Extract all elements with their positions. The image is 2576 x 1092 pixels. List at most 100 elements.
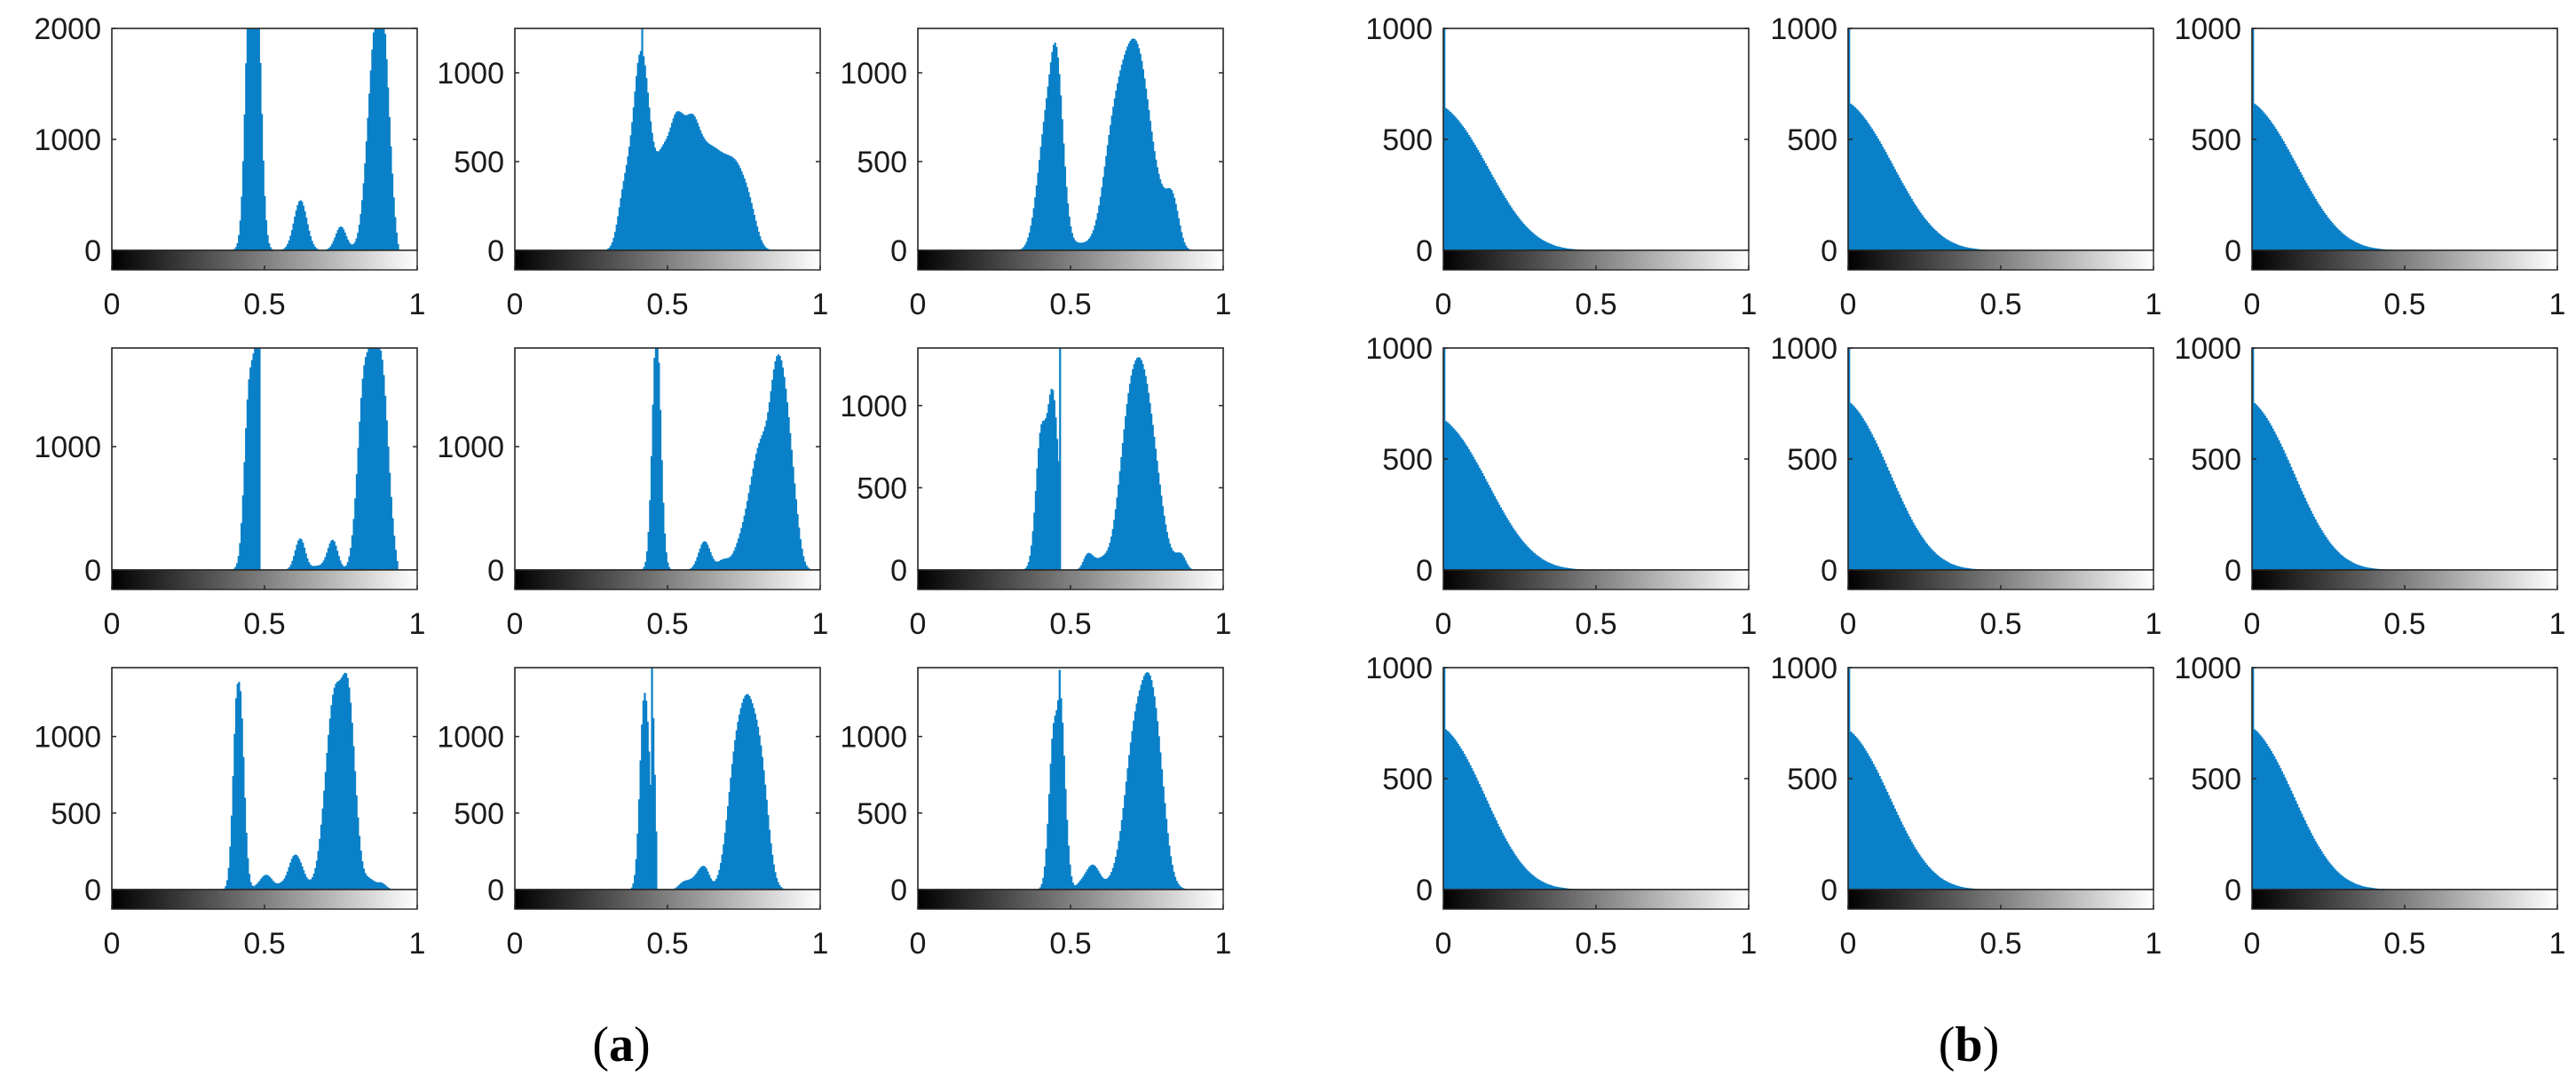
- y-tick-label: 0: [1416, 874, 1433, 907]
- histogram-bar: [1486, 800, 1489, 890]
- histogram-bar: [1881, 146, 1885, 250]
- histogram-bar: [679, 883, 682, 890]
- histogram-bar: [281, 880, 285, 890]
- histogram-bar: [727, 558, 730, 570]
- histogram-bar: [310, 879, 312, 890]
- histogram-bar: [1559, 247, 1562, 250]
- histogram-bar: [691, 566, 694, 570]
- histogram-bar: [1469, 137, 1472, 250]
- histogram-bar: [254, 348, 257, 570]
- histogram-bar: [2334, 226, 2337, 250]
- histogram-bar: [247, 858, 249, 890]
- histogram-bar: [1507, 202, 1510, 250]
- histogram-bar: [1102, 554, 1106, 570]
- histogram-bar: [716, 149, 719, 250]
- histogram-bar: [747, 192, 750, 250]
- histogram-bar: [1541, 881, 1544, 890]
- histogram-bar: [1037, 172, 1039, 250]
- histogram-bar: [1508, 523, 1512, 570]
- histogram-bar: [733, 159, 736, 250]
- histogram-bar: [388, 116, 391, 251]
- histogram-bar: [1049, 62, 1052, 250]
- histogram-bar: [741, 521, 745, 570]
- histogram-bar: [1164, 803, 1166, 890]
- histogram-bar: [360, 851, 362, 890]
- histogram-bar: [1891, 477, 1893, 570]
- histogram-bar: [2355, 242, 2359, 250]
- histogram-bar: [1121, 443, 1125, 570]
- histogram-bar: [1531, 874, 1535, 890]
- histogram-bar: [2253, 729, 2256, 890]
- histogram-bar: [1173, 197, 1176, 250]
- histogram-bar: [1541, 240, 1544, 250]
- y-tick-label: 0: [890, 234, 907, 268]
- histogram-bar: [1869, 126, 1872, 250]
- histogram-bar: [2310, 510, 2312, 570]
- histogram-bar: [379, 882, 382, 890]
- histogram-bar: [378, 28, 381, 250]
- histogram-bar: [1127, 43, 1130, 250]
- histogram-bar: [1536, 555, 1539, 570]
- histogram-bar: [297, 201, 301, 251]
- histogram-bar: [1087, 552, 1090, 570]
- histogram-bar: [696, 123, 699, 250]
- histogram-bar: [288, 566, 291, 570]
- histogram-bar: [1563, 567, 1567, 570]
- histogram-bar: [1556, 887, 1559, 890]
- x-tick-label: 1: [2145, 607, 2162, 641]
- histogram-bar: [1031, 218, 1034, 250]
- histogram-bar: [2325, 215, 2327, 250]
- histogram-bar: [324, 557, 327, 570]
- histogram-bar: [1454, 430, 1457, 570]
- histogram-bar: [1123, 429, 1126, 570]
- histogram-bar: [2350, 239, 2352, 250]
- histogram-bar: [265, 220, 268, 251]
- histogram-bar: [1024, 567, 1027, 570]
- histogram-bar: [1510, 525, 1513, 570]
- histogram-bar: [1860, 743, 1863, 890]
- histogram-bar: [341, 226, 344, 251]
- histogram-bar: [1910, 199, 1913, 250]
- histogram-bar: [2334, 869, 2337, 890]
- histogram-bar: [731, 764, 734, 890]
- histogram-bar: [2350, 561, 2352, 570]
- histogram-bar: [2369, 887, 2372, 890]
- histogram-bar: [297, 540, 300, 570]
- histogram-bar: [352, 243, 355, 250]
- histogram-bar: [2312, 517, 2316, 570]
- histogram-bar: [621, 189, 624, 250]
- histogram-bar: [1458, 122, 1461, 250]
- histogram-bar: [730, 556, 732, 570]
- histogram-bar: [1484, 479, 1487, 570]
- histogram-bar: [1134, 40, 1137, 250]
- histogram-bar: [1508, 205, 1512, 250]
- histogram-bar: [644, 692, 646, 890]
- histogram-bar: [1457, 120, 1459, 250]
- histogram-bar: [2359, 566, 2361, 570]
- histogram-bar: [1455, 118, 1458, 250]
- histogram-bar: [339, 679, 342, 890]
- histogram-bar: [289, 565, 292, 570]
- histogram-bar: [1039, 432, 1041, 570]
- histogram-bar: [293, 556, 296, 570]
- histogram-bar: [2303, 180, 2306, 250]
- histogram-bar: [380, 28, 383, 250]
- x-tick-label: 0.5: [646, 288, 688, 321]
- y-tick-label: 0: [2224, 874, 2241, 907]
- histogram-bar: [1563, 888, 1567, 890]
- histogram-bar: [1530, 231, 1533, 250]
- histogram-bar: [1548, 884, 1551, 890]
- x-tick-label: 0: [507, 927, 524, 961]
- histogram-bar: [2348, 880, 2351, 890]
- histogram-bar: [397, 243, 399, 250]
- histogram-bar: [1898, 178, 1901, 250]
- histogram-bar: [288, 866, 290, 890]
- histogram-bar: [1147, 392, 1150, 570]
- histogram-bar: [2290, 154, 2293, 250]
- histogram-bar: [688, 114, 691, 250]
- histogram-bar: [1885, 463, 1887, 570]
- histogram-bar: [257, 28, 259, 250]
- histogram-bar: [346, 677, 349, 890]
- histogram-bar: [1565, 248, 1568, 250]
